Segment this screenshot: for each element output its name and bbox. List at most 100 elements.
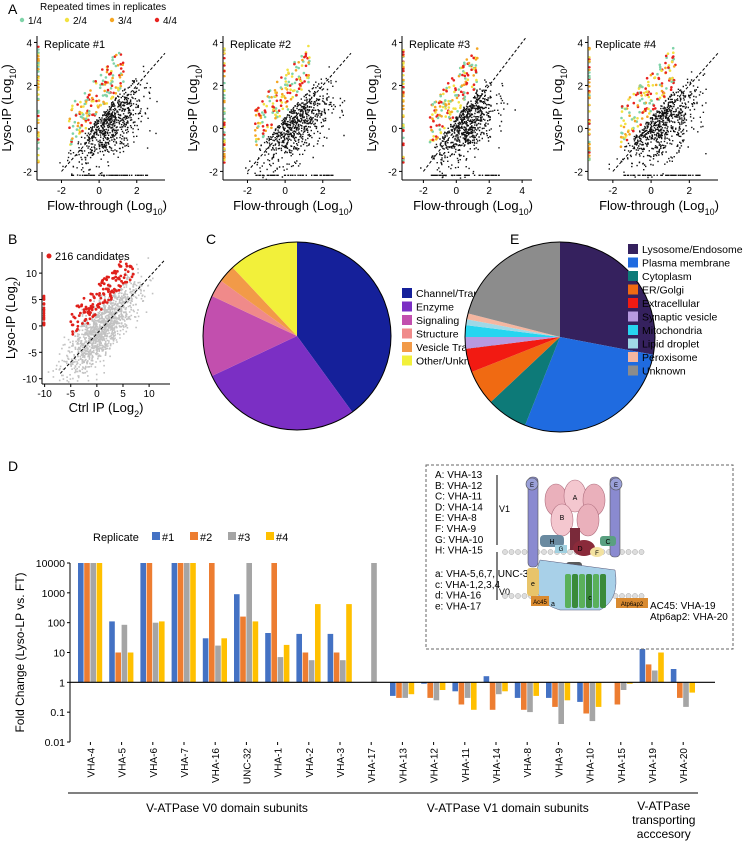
data-point-candidate: [672, 51, 675, 54]
data-point-candidate: [619, 145, 623, 148]
subunit-AB: [576, 503, 600, 537]
legend-swatch: [402, 315, 412, 325]
data-point-candidate: [447, 115, 451, 119]
data-point-axis: [588, 60, 591, 63]
data-point-axis: [42, 306, 46, 310]
bar: [614, 682, 621, 705]
bar: [177, 563, 184, 683]
data-point-candidate: [253, 129, 257, 132]
category-label: VHA-14: [492, 748, 503, 783]
category-label: VHA-20: [679, 748, 690, 783]
data-point-candidate: [81, 113, 85, 116]
group-label: V-ATPase transporting acccesory: [632, 799, 695, 841]
data-point-candidate: [275, 110, 279, 114]
data-point-candidate: [99, 73, 103, 77]
data-point-axis: [37, 147, 40, 150]
data-point-axis: [402, 49, 405, 52]
data-point-candidate: [450, 110, 453, 114]
subunit-letter: a: [551, 601, 555, 608]
bar: [439, 682, 446, 690]
data-point-candidate: [111, 95, 114, 99]
data-point-axis: [588, 151, 591, 154]
data-point-candidate: [259, 116, 263, 120]
data-point-axis: [37, 159, 40, 162]
legend-label: Peroxisome: [642, 352, 698, 364]
data-point-candidate: [672, 65, 676, 68]
data-point-candidate: [448, 86, 451, 89]
data-point-candidate: [667, 66, 670, 69]
data-point-candidate: [441, 105, 445, 109]
data-point-candidate: [451, 116, 455, 119]
x-tick-label: 0: [96, 186, 102, 197]
data-point-candidate: [284, 86, 288, 90]
subunit-c-ring: [586, 574, 592, 608]
data-point-candidate: [644, 94, 647, 97]
data-point-candidate: [440, 115, 443, 118]
data-point-candidate: [433, 105, 437, 109]
bar: [546, 682, 552, 698]
data-point-candidate: [628, 114, 631, 117]
data-point-candidate: [284, 83, 287, 86]
data-point-candidate: [631, 127, 634, 130]
data-point-candidate: [263, 115, 267, 119]
legend-swatch: [152, 532, 160, 540]
data-point-candidate: [297, 61, 301, 64]
data-point-candidate: [71, 332, 75, 336]
data-point-candidate: [289, 97, 293, 101]
category-label: VHA-1: [274, 748, 285, 778]
data-point-candidate: [119, 84, 123, 88]
data-point-candidate: [438, 113, 441, 117]
data-point-candidate: [106, 283, 110, 287]
data-point-candidate: [291, 95, 295, 99]
data-point-candidate: [428, 116, 432, 119]
data-point-axis: [402, 53, 405, 56]
data-point-candidate: [99, 296, 103, 300]
data-point-candidate: [432, 119, 435, 123]
data-point-candidate: [261, 100, 264, 103]
data-point-candidate: [103, 102, 106, 105]
data-point-candidate: [106, 88, 110, 92]
data-point-axis: [37, 93, 40, 96]
y-tick-label: 100: [47, 618, 65, 630]
y-axis-label: Fold Change (Lyso-LP vs. FT): [13, 572, 27, 732]
y-axis-label: Lyso-IP (Log10): [0, 64, 18, 151]
data-point-axis: [223, 143, 226, 147]
data-point-candidate: [286, 68, 289, 72]
data-point-candidate: [465, 58, 469, 61]
panel-b: B -10 -5 0 5 10 -10 -5 0 5 10 216 candidates Ctrl IP…: [3, 231, 170, 419]
data-point-candidate: [74, 114, 78, 117]
data-point-axis: [402, 104, 405, 108]
data-point-candidate: [96, 304, 100, 307]
data-point-candidate: [638, 99, 642, 102]
data-point-candidate: [115, 53, 118, 57]
data-point-axis: [402, 74, 405, 77]
category-label: VHA-3: [336, 748, 347, 778]
data-point-candidate: [288, 91, 292, 95]
data-point-candidate: [78, 126, 82, 129]
category-label: VHA-16: [211, 748, 222, 783]
data-point-axis: [37, 88, 40, 91]
bar: [677, 682, 683, 698]
bar: [215, 645, 221, 683]
bar: [283, 644, 290, 683]
data-point-axis: [223, 69, 226, 73]
data-point-candidate: [280, 101, 284, 104]
data-point-candidate: [456, 110, 459, 113]
category-label: VHA-12: [430, 748, 441, 783]
legend-label: Lysosome/Endosome: [642, 244, 743, 256]
category-label: VHA-19: [648, 748, 659, 783]
data-point-axis: [588, 56, 591, 59]
data-point-candidate: [642, 91, 646, 95]
data-point-candidate: [307, 61, 310, 64]
y-tick-label: 0: [212, 124, 218, 135]
x-tick-label: 2: [486, 186, 492, 197]
data-point-axis: [402, 107, 405, 111]
data-point-candidate: [672, 55, 675, 58]
data-point-axis: [402, 65, 405, 69]
data-point-candidate: [85, 111, 88, 115]
data-point-candidate: [125, 264, 129, 268]
data-point-axis: [223, 94, 226, 97]
data-point-candidate: [664, 54, 668, 58]
data-point-candidate: [128, 278, 132, 282]
data-point-candidate: [87, 93, 91, 97]
